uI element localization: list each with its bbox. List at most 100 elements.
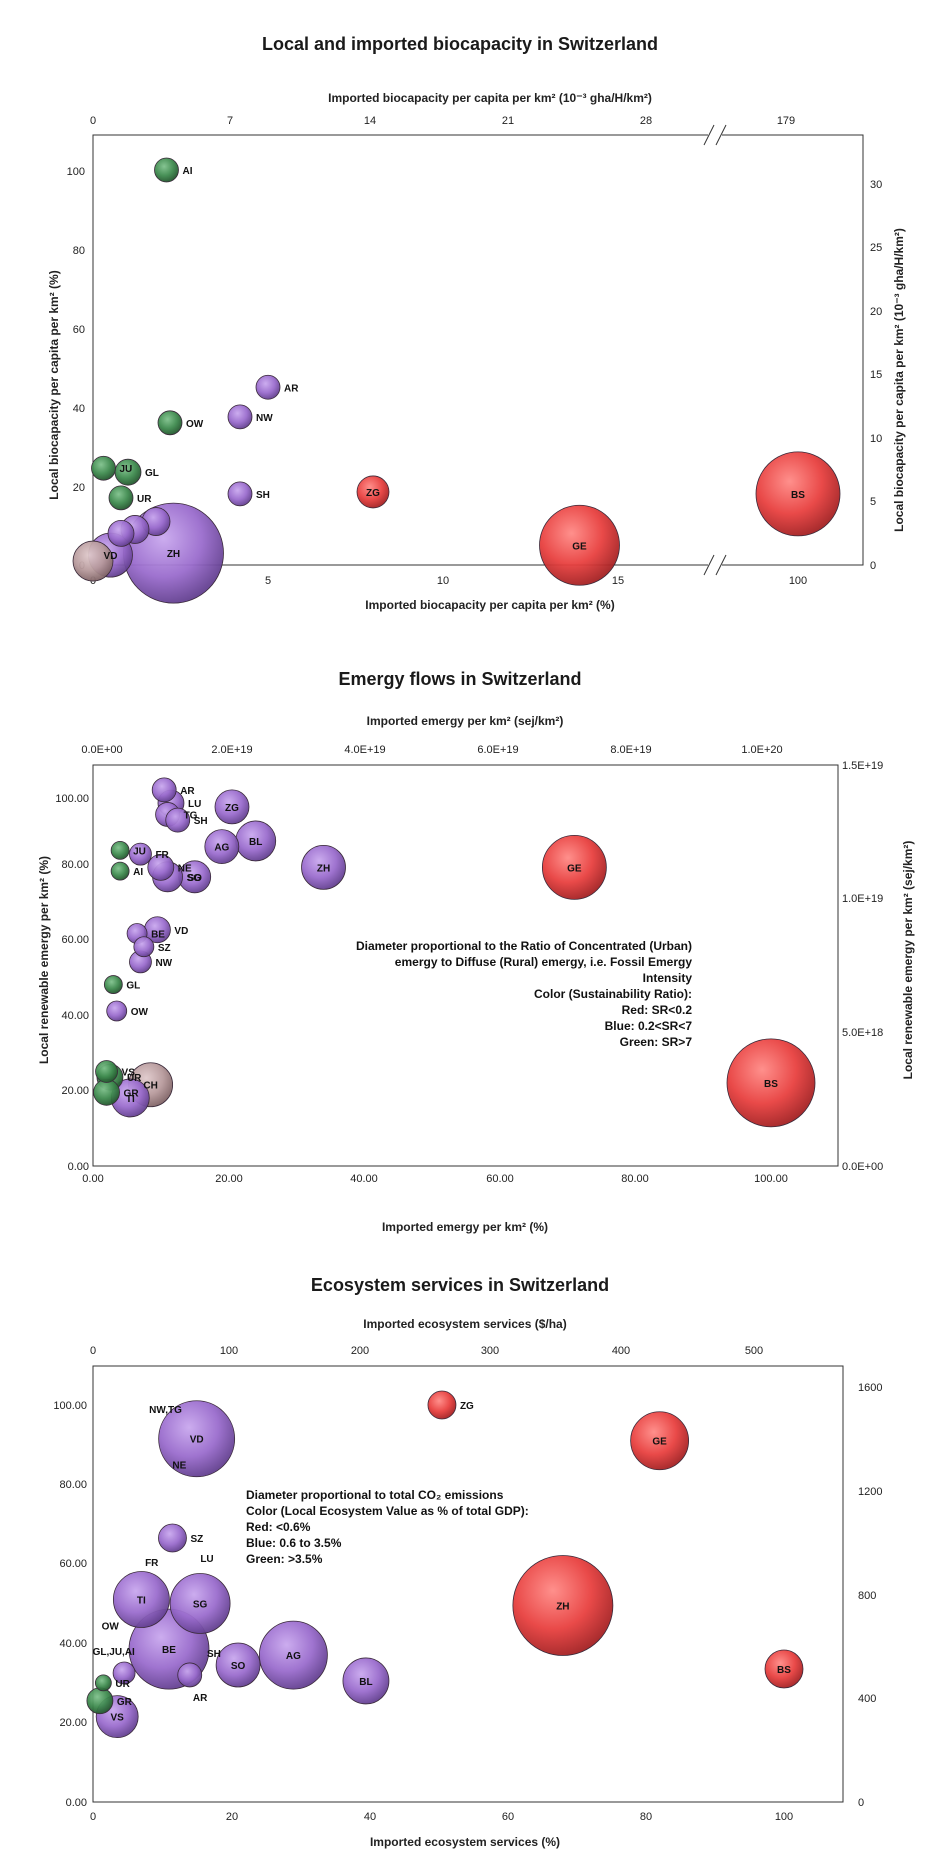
chart-3-note-line: Red: <0.6% (246, 1520, 311, 1534)
chart-1-plot-frame (92, 134, 864, 566)
bubble-label: AG (286, 1651, 301, 1662)
bubble-ti (112, 1571, 170, 1628)
bubble-ow (106, 1000, 128, 1022)
chart-2-note-line: Color (Sustainability Ratio): (534, 987, 692, 1001)
chart-3-title: Ecosystem services in Switzerland (311, 1275, 609, 1295)
bubble-bl (342, 1657, 390, 1705)
chart-3-note-line: Green: >3.5% (246, 1552, 323, 1566)
chart-2-xtick: 80.00 (621, 1173, 649, 1185)
chart-3-note: Diameter proportional to total CO₂ emiss… (246, 1488, 529, 1566)
bubble-sg (169, 1573, 231, 1634)
bubble-label: NW (256, 413, 273, 424)
chart-1-xtick: 5 (265, 575, 271, 587)
bubble-label: LU (200, 1554, 213, 1565)
bubble-label: UR (127, 1073, 142, 1084)
chart-2-ytick: 80.00 (61, 859, 89, 871)
chart-2-y2tick: 0.0E+00 (842, 1161, 883, 1173)
chart-3-ytick: 20.00 (59, 1717, 87, 1729)
chart-2-y2tick: 1.0E+19 (842, 893, 883, 905)
chart-3-x2tick: 400 (612, 1345, 630, 1357)
chart-2-title: Emergy flows in Switzerland (338, 669, 581, 689)
chart-2-xtick: 60.00 (486, 1173, 514, 1185)
bubble-zh (512, 1555, 614, 1656)
chart-2-ytick: 0.00 (68, 1161, 89, 1173)
bubble-ju (110, 840, 130, 860)
bubble-label: TI (126, 1094, 135, 1105)
bubble-zg (214, 789, 250, 825)
bubble-label: LU (188, 799, 201, 810)
bubble-label: BS (791, 490, 805, 501)
chart-2-x2-label: Imported emergy per km² (sej/km²) (367, 714, 564, 728)
bubble-label: SZ (190, 1534, 203, 1545)
bubble-bs (764, 1649, 804, 1689)
bubble-label: GL (145, 468, 159, 479)
chart-2-xtick: 20.00 (215, 1173, 243, 1185)
bubble-label: AG (214, 843, 229, 854)
chart-3-x2tick: 200 (351, 1345, 369, 1357)
chart-3-xtick: 60 (502, 1811, 514, 1823)
bubble-label: JU (120, 464, 133, 475)
chart-1-biocapacity: Local and imported biocapacity in Switze… (47, 34, 906, 612)
chart-3-y2tick: 800 (858, 1590, 876, 1602)
bubble-ge (630, 1411, 690, 1471)
chart-2-note-line: Red: SR<0.2 (622, 1003, 693, 1017)
bubble-label: ZG (366, 488, 380, 499)
bubble-label: ZG (460, 1401, 474, 1412)
bubble-label: SH (256, 490, 270, 501)
chart-3-xtick: 40 (364, 1811, 376, 1823)
bubble-ge (539, 504, 620, 586)
chart-3-ytick: 80.00 (59, 1479, 87, 1491)
chart-2-xtick: 40.00 (350, 1173, 378, 1185)
chart-2-x2tick: 8.0E+19 (610, 744, 651, 756)
chart-3-xtick: 100 (775, 1811, 793, 1823)
chart-1-xtick: 15 (612, 575, 624, 587)
bubble-unlabeled (177, 1662, 203, 1688)
chart-1-ytick: 60 (73, 324, 85, 336)
chart-2-x2tick: 1.0E+20 (741, 744, 782, 756)
chart-1-y2tick: 10 (870, 433, 882, 445)
chart-1-x2tick: 179 (777, 115, 795, 127)
bubble-label: GE (572, 541, 587, 552)
bubble-label: NE (178, 863, 192, 874)
chart-3-x2tick: 0 (90, 1345, 96, 1357)
bubble-ar (255, 374, 281, 400)
bubble-label: BL (249, 837, 262, 848)
chart-2-y2-label: Local renewable emergy per km² (sej/km²) (901, 841, 915, 1080)
chart-1-y2tick: 20 (870, 306, 882, 318)
bubble-label: GR (124, 1088, 140, 1099)
bubble-so (215, 1642, 261, 1688)
chart-2-note: Diameter proportional to the Ratio of Co… (356, 939, 692, 1049)
bubble-unlabeled (112, 1661, 136, 1685)
bubble-ar (151, 777, 177, 803)
chart-2-y-label: Local renewable emergy per km² (%) (37, 856, 51, 1064)
chart-1-x2-label: Imported biocapacity per capita per km² … (328, 91, 652, 105)
chart-1-y2tick: 30 (870, 179, 882, 191)
bubble-label: VD (104, 551, 118, 562)
bubble-gr (93, 1078, 120, 1106)
bubble-label: AI (133, 867, 143, 878)
chart-2-ytick: 100.00 (55, 793, 89, 805)
chart-1-bubbles: AI AR NW OW JU GL UR SH ZG BS GE ZH VD (72, 157, 841, 604)
chart-2-y2tick: 5.0E+18 (842, 1027, 883, 1039)
chart-2-x-label: Imported emergy per km² (%) (382, 1220, 548, 1234)
chart-1-ytick: 100 (67, 166, 85, 178)
bubble-label: ZH (556, 1601, 569, 1612)
chart-1-x2tick: 0 (90, 115, 96, 127)
chart-3-x-label: Imported ecosystem services (%) (370, 1835, 560, 1849)
bubble-label: GE (652, 1437, 667, 1448)
chart-1-x-label: Imported biocapacity per capita per km² … (365, 598, 614, 612)
bubble-label: GL (126, 981, 140, 992)
bubble-label: SO (187, 873, 202, 884)
bubble-gr (86, 1687, 114, 1715)
bubble-ag (204, 829, 240, 864)
chart-1-title: Local and imported biocapacity in Switze… (262, 34, 658, 54)
bubble-label: TI (137, 1596, 146, 1607)
bubble-label: NW (155, 958, 172, 969)
bubble-vs (95, 1060, 118, 1083)
bubble-zg (427, 1390, 457, 1420)
chart-2-ytick: 20.00 (61, 1085, 89, 1097)
bubble-ai (110, 861, 130, 881)
chart-3-note-line: Blue: 0.6 to 3.5% (246, 1536, 342, 1550)
chart-3-xtick: 80 (640, 1811, 652, 1823)
chart-3-y2tick: 1600 (858, 1382, 882, 1394)
